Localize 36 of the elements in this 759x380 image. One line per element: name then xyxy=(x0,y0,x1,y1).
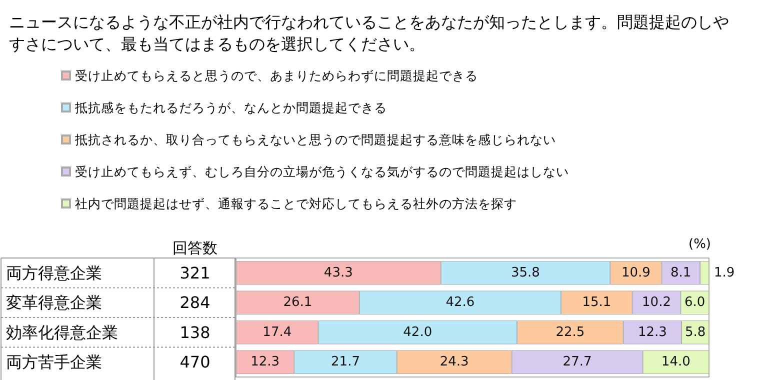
data-label: 6.0 xyxy=(684,295,706,310)
text: 321 xyxy=(180,263,210,282)
data-label: 22.5 xyxy=(556,324,585,340)
data-label: 10.9 xyxy=(621,265,650,280)
data-label: 21.7 xyxy=(331,354,360,370)
data-label: 35.8 xyxy=(511,265,540,280)
legend-label: 社内で問題提起はせず、通報することで対応してもらえる社外の方法を探す xyxy=(75,196,517,211)
data-label: 15.1 xyxy=(582,295,612,310)
data-label: 24.3 xyxy=(440,354,469,370)
text: 284 xyxy=(180,293,210,312)
legend-label: 受け止めてもらえると思うので、あまりためらわずに問題提起できる xyxy=(75,68,478,83)
text: 138 xyxy=(180,322,210,342)
data-label: 10.2 xyxy=(642,295,671,310)
data-label: 12.3 xyxy=(250,354,280,370)
data-label: 27.7 xyxy=(562,354,592,370)
data-label: 43.3 xyxy=(324,265,353,280)
text: 470 xyxy=(180,352,210,372)
legend-label: 受け止めてもらえず、むしろ自分の立場が危うくなる気がするので問題提起はしない xyxy=(75,164,569,179)
data-label: 14.0 xyxy=(661,354,690,370)
data-label: 8.1 xyxy=(670,265,692,280)
legend-label: 抵抗されるか、取り合ってもらえないと思うので問題提起する意味を感じられない xyxy=(74,132,556,147)
data-label: 42.0 xyxy=(403,324,432,340)
data-label: 17.4 xyxy=(262,324,292,340)
data-label: 1.9 xyxy=(714,265,735,280)
y-tick-label: 両方苦手企業 xyxy=(6,352,102,372)
text: 回答数 xyxy=(172,239,218,257)
data-label: 12.3 xyxy=(638,324,667,340)
legend-label: 抵抗感をもたれるだろうが、なんとか問題提起できる xyxy=(74,100,387,115)
data-label: 5.8 xyxy=(684,324,706,340)
data-label: 42.6 xyxy=(446,295,475,310)
chart-title: ニュースになるような不正が社内で行なわれていることをあなたが知ったとします。問題提起のしやすさについて、最も当てはまるものを選択してください。 xyxy=(9,12,729,54)
y-tick-label: 変革得意企業 xyxy=(6,293,102,312)
y-tick-label: 両方得意企業 xyxy=(6,263,102,282)
y-tick-label: 効率化得意企業 xyxy=(6,322,118,342)
text: (%) xyxy=(688,237,712,252)
data-label: 26.1 xyxy=(283,295,312,310)
